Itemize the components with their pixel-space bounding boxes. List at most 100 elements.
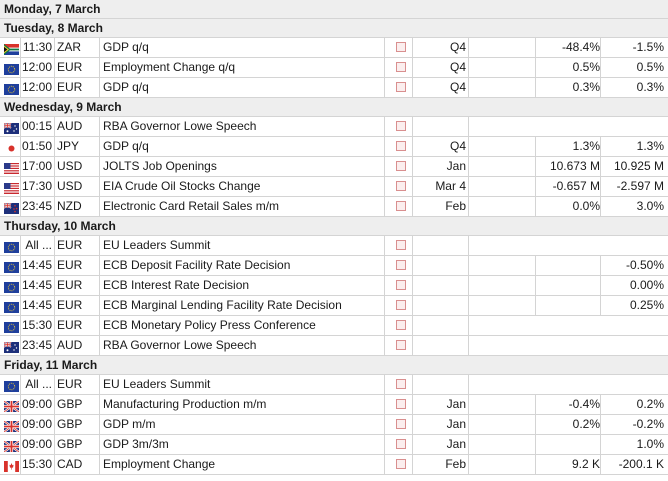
column-divider [535, 276, 536, 295]
new-zealand-flag-icon [3, 201, 19, 214]
column-divider [535, 296, 536, 315]
event-checkbox[interactable] [396, 121, 406, 131]
event-previous [604, 236, 664, 255]
event-time: All ... [25, 238, 52, 252]
event-actual [470, 276, 600, 295]
event-row[interactable]: 00:15 AUD RBA Governor Lowe Speech [0, 117, 668, 137]
day-header: Tuesday, 8 March [0, 19, 668, 38]
canada-flag-icon [4, 459, 19, 472]
event-checkbox[interactable] [396, 340, 406, 350]
event-checkbox[interactable] [396, 62, 406, 72]
event-currency: ZAR [57, 40, 81, 54]
column-divider [600, 395, 601, 414]
event-row[interactable]: 09:00 GBP GDP m/m Jan 0.2% -0.2% [0, 415, 668, 435]
column-divider [535, 78, 536, 97]
event-previous: 0.25% [629, 298, 664, 312]
day-header: Monday, 7 March [0, 0, 668, 19]
event-checkbox[interactable] [396, 419, 406, 429]
event-row[interactable]: 01:50 JPY GDP q/q Q4 1.3% 1.3% [0, 137, 668, 157]
column-divider [20, 435, 21, 454]
column-divider [384, 336, 385, 355]
event-row[interactable]: 14:45 EUR ECB Deposit Facility Rate Decisi… [0, 256, 668, 276]
event-checkbox[interactable] [396, 280, 406, 290]
event-period: Q4 [449, 80, 466, 94]
event-row[interactable]: 23:45 AUD RBA Governor Lowe Speech [0, 336, 668, 356]
event-period: Feb [445, 199, 466, 213]
column-divider [54, 137, 55, 156]
event-row[interactable]: 11:30 ZAR GDP q/q Q4 -48.4% -1.5% [0, 38, 668, 58]
column-divider [600, 38, 601, 57]
column-divider [412, 197, 413, 216]
event-name: EIA Crude Oil Stocks Change [103, 179, 261, 193]
column-divider [20, 117, 21, 136]
column-divider [99, 256, 100, 275]
event-row[interactable]: All ... EUR EU Leaders Summit [0, 375, 668, 395]
column-divider [468, 296, 469, 315]
event-period [416, 117, 466, 136]
event-currency: NZD [57, 199, 82, 213]
event-actual: -48.4% [561, 40, 600, 54]
column-divider [535, 58, 536, 77]
event-checkbox[interactable] [396, 399, 406, 409]
uk-flag-icon [3, 419, 20, 433]
event-row[interactable]: 14:45 EUR ECB Interest Rate Decision 0.00% [0, 276, 668, 296]
event-actual: -0.657 M [552, 179, 600, 193]
event-currency: EUR [57, 258, 83, 272]
event-row[interactable]: 09:00 GBP GDP 3m/3m Jan 1.0% [0, 435, 668, 455]
event-checkbox[interactable] [396, 82, 406, 92]
event-period: Jan [446, 437, 466, 451]
event-row[interactable]: 09:00 GBP Manufacturing Production m/m Jan -… [0, 395, 668, 415]
column-divider [412, 415, 413, 434]
column-divider [20, 78, 21, 97]
column-divider [99, 117, 100, 136]
column-divider [468, 256, 469, 275]
event-row[interactable]: 14:45 EUR ECB Marginal Lending Facility Ra… [0, 296, 668, 316]
event-checkbox[interactable] [396, 240, 406, 250]
event-row[interactable]: 15:30 CAD Employment Change Feb 9.2 K -200.1 … [0, 455, 668, 475]
column-divider [600, 78, 601, 97]
column-divider [99, 375, 100, 394]
event-row[interactable]: 17:00 USD JOLTS Job Openings Jan 10.673 M 10.… [0, 157, 668, 177]
event-time: All ... [25, 377, 52, 391]
column-divider [384, 38, 385, 57]
column-divider [412, 375, 413, 394]
event-row[interactable]: All ... EUR EU Leaders Summit [0, 236, 668, 256]
event-checkbox[interactable] [396, 260, 406, 270]
event-row[interactable]: 12:00 EUR Employment Change q/q Q4 0.5% 0.5% [0, 58, 668, 78]
event-checkbox[interactable] [396, 161, 406, 171]
event-actual: -0.4% [568, 397, 600, 411]
column-divider [384, 157, 385, 176]
column-divider [468, 395, 469, 414]
event-name: Employment Change q/q [103, 60, 236, 74]
column-divider [412, 276, 413, 295]
event-checkbox[interactable] [396, 320, 406, 330]
event-checkbox[interactable] [396, 141, 406, 151]
event-row[interactable]: 15:30 EUR ECB Monetary Policy Press Confer… [0, 316, 668, 336]
japan-flag-icon [4, 141, 19, 154]
column-divider [535, 435, 536, 454]
event-checkbox[interactable] [396, 379, 406, 389]
event-name: ECB Monetary Policy Press Conference [103, 318, 316, 332]
eu-flag-icon [4, 320, 19, 333]
column-divider [384, 415, 385, 434]
event-row[interactable]: 23:45 NZD Electronic Card Retail Sales m/m… [0, 197, 668, 217]
column-divider [384, 395, 385, 414]
column-divider [54, 276, 55, 295]
column-divider [99, 316, 100, 335]
event-checkbox[interactable] [396, 300, 406, 310]
event-checkbox[interactable] [396, 439, 406, 449]
eu-flag-icon [4, 300, 19, 313]
event-checkbox[interactable] [396, 181, 406, 191]
event-previous: 0.2% [636, 397, 664, 411]
event-checkbox[interactable] [396, 201, 406, 211]
column-divider [20, 316, 21, 335]
event-checkbox[interactable] [396, 459, 406, 469]
column-divider [535, 177, 536, 196]
column-divider [20, 256, 21, 275]
event-previous: 1.3% [636, 139, 664, 153]
event-name: Electronic Card Retail Sales m/m [103, 199, 280, 213]
event-checkbox[interactable] [396, 42, 406, 52]
event-row[interactable]: 12:00 EUR GDP q/q Q4 0.3% 0.3% [0, 78, 668, 98]
event-row[interactable]: 17:30 USD EIA Crude Oil Stocks Change Mar 4… [0, 177, 668, 197]
event-name: Manufacturing Production m/m [103, 397, 267, 411]
